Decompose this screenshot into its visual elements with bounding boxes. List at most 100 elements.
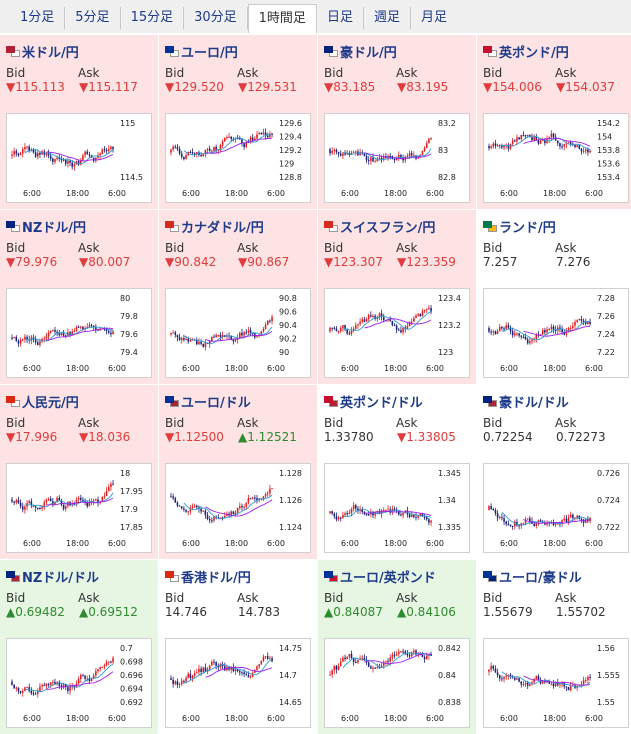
pair-title[interactable]: ランド/円 — [483, 216, 629, 236]
short-ma-line — [183, 658, 273, 684]
candle-body — [421, 150, 424, 155]
pair-card[interactable]: 豪ドル/円 Bid Ask ▼83.185 ▼83.195 83.2 83 82.8 6:00 1… — [318, 35, 476, 209]
pair-name[interactable]: カナダドル/円 — [181, 220, 264, 236]
pair-card[interactable]: NZドル/ドル Bid Ask ▲0.69482 ▲0.69512 0.7 0.698 0.6… — [0, 560, 158, 734]
candlestick-chart[interactable]: 0.7 0.698 0.696 0.694 0.692 6:00 18:00 6:00 — [6, 638, 152, 728]
x-tick-label: 6:00 — [500, 539, 518, 548]
tab-weekly[interactable]: 週足 — [364, 7, 411, 29]
candle-body — [234, 512, 237, 515]
pair-card[interactable]: 香港ドル/円 Bid Ask 14.746 14.783 14.75 14.7 14.65 6:… — [159, 560, 317, 734]
pair-name[interactable]: NZドル/ドル — [22, 570, 100, 586]
pair-name[interactable]: 英ポンド/円 — [499, 45, 569, 61]
candle-body — [492, 509, 495, 511]
pair-name[interactable]: 英ポンド/ドル — [340, 395, 423, 411]
candlestick-chart[interactable]: 14.75 14.7 14.65 6:00 18:00 6:00 — [165, 638, 311, 728]
pair-name[interactable]: スイスフラン/円 — [340, 220, 436, 236]
candle-body — [97, 329, 99, 331]
candle-body — [204, 667, 207, 672]
pair-title[interactable]: 米ドル/円 — [6, 41, 152, 61]
pair-title[interactable]: 英ポンド/ドル — [324, 391, 470, 411]
pair-title[interactable]: NZドル/円 — [6, 216, 152, 236]
pair-name[interactable]: 米ドル/円 — [22, 45, 79, 61]
tab-15min[interactable]: 15分足 — [121, 7, 185, 29]
currency-flag-icon — [324, 395, 338, 407]
pair-title[interactable]: NZドル/ドル — [6, 566, 152, 586]
tab-monthly[interactable]: 月足 — [420, 10, 447, 25]
pair-title[interactable]: ユーロ/ドル — [165, 391, 311, 411]
pair-card[interactable]: 豪ドル/ドル Bid Ask 0.72254 0.72273 0.726 0.724 0.72… — [477, 385, 631, 559]
pair-title[interactable]: 人民元/円 — [6, 391, 152, 411]
pair-name[interactable]: ユーロ/英ポンド — [340, 570, 436, 586]
candle-body — [234, 669, 237, 672]
pair-card[interactable]: 英ポンド/円 Bid Ask ▼154.006 ▼154.037 154.2 154 153.… — [477, 35, 631, 209]
pair-card[interactable]: スイスフラン/円 Bid Ask ▼123.307 ▼123.359 123.4 123.2… — [318, 210, 476, 384]
pair-card[interactable]: 米ドル/円 Bid Ask ▼115.113 ▼115.117 115 114.5 6:00 1… — [0, 35, 158, 209]
pair-card[interactable]: NZドル/円 Bid Ask ▼79.976 ▼80.007 80 79.8 79.6 79.4… — [0, 210, 158, 384]
candle-body — [54, 329, 56, 332]
pair-title[interactable]: ユーロ/英ポンド — [324, 566, 470, 586]
candle-body — [60, 159, 63, 161]
x-tick-label: 18:00 — [225, 364, 248, 373]
candlestick-chart[interactable]: 18 17.95 17.9 17.85 6:00 18:00 6:00 — [6, 463, 152, 553]
pair-title[interactable]: ユーロ/豪ドル — [483, 566, 629, 586]
candle-body — [39, 686, 41, 691]
tab-1hour[interactable]: 1時間足 — [247, 4, 317, 33]
pair-title[interactable]: 豪ドル/円 — [324, 41, 470, 61]
candle-body — [430, 520, 432, 523]
candle-body — [584, 149, 587, 151]
candlestick-chart[interactable]: 1.56 1.555 1.55 6:00 18:00 6:00 — [483, 638, 629, 728]
candle-body — [185, 509, 187, 512]
pair-card[interactable]: 英ポンド/ドル Bid Ask 1.33780 ▼1.33805 1.345 1.34 1.3… — [318, 385, 476, 559]
candlestick-chart[interactable]: 0.842 0.84 0.838 6:00 18:00 6:00 — [324, 638, 470, 728]
tab-daily[interactable]: 日足 — [317, 7, 364, 29]
tab-30min[interactable]: 30分足 — [184, 7, 248, 29]
pair-title[interactable]: カナダドル/円 — [165, 216, 311, 236]
pair-title[interactable]: 香港ドル/円 — [165, 566, 311, 586]
pair-name[interactable]: 豪ドル/ドル — [499, 395, 569, 411]
candlestick-chart[interactable]: 115 114.5 6:00 18:00 6:00 — [6, 113, 152, 203]
candlestick-chart[interactable]: 0.726 0.724 0.722 6:00 18:00 6:00 — [483, 463, 629, 553]
pair-card[interactable]: カナダドル/円 Bid Ask ▼90.842 ▼90.867 90.8 90.6 90.4 9… — [159, 210, 317, 384]
candlestick-chart[interactable]: 1.345 1.34 1.335 6:00 18:00 6:00 — [324, 463, 470, 553]
candlestick-chart[interactable]: 80 79.8 79.6 79.4 6:00 18:00 6:00 — [6, 288, 152, 378]
pair-title[interactable]: スイスフラン/円 — [324, 216, 470, 236]
pair-name[interactable]: ユーロ/円 — [181, 45, 238, 61]
pair-card[interactable]: ユーロ/ドル Bid Ask ▼1.12500 ▲1.12521 1.128 1.126 1.… — [159, 385, 317, 559]
pair-name[interactable]: ユーロ/ドル — [181, 395, 251, 411]
candlestick-chart[interactable]: 154.2 154 153.8 153.6 153.4 6:00 18:00 6:00 — [483, 113, 629, 203]
candle-body — [80, 326, 82, 328]
pair-name[interactable]: 豪ドル/円 — [340, 45, 397, 61]
pair-name[interactable]: ユーロ/豪ドル — [499, 570, 582, 586]
tab-1min[interactable]: 1分足 — [10, 7, 66, 29]
candle-body — [251, 332, 254, 334]
candlestick-chart[interactable]: 83.2 83 82.8 6:00 18:00 6:00 — [324, 113, 470, 203]
pair-card[interactable]: ユーロ/豪ドル Bid Ask 1.55679 1.55702 1.56 1.555 1.55… — [477, 560, 631, 734]
y-tick-label: 0.838 — [438, 698, 461, 707]
candle-body — [208, 341, 211, 344]
pair-card[interactable]: 人民元/円 Bid Ask ▼17.996 ▼18.036 18 17.95 17.9 17.8… — [0, 385, 158, 559]
pair-card[interactable]: ランド/円 Bid Ask 7.257 7.276 7.28 7.26 7.24 7.22 6:0… — [477, 210, 631, 384]
ask-label: Ask — [78, 416, 100, 430]
tab-5min[interactable]: 5分足 — [65, 7, 121, 29]
candlestick-chart[interactable]: 90.8 90.6 90.4 90.2 90 6:00 18:00 6:00 — [165, 288, 311, 378]
candlestick-chart[interactable]: 7.28 7.26 7.24 7.22 6:00 18:00 6:00 — [483, 288, 629, 378]
pair-name[interactable]: 香港ドル/円 — [181, 570, 251, 586]
pair-card[interactable]: ユーロ/円 Bid Ask ▼129.520 ▼129.531 129.6 129.4 129… — [159, 35, 317, 209]
candle-body — [34, 506, 37, 508]
candle-body — [41, 506, 43, 509]
candle-body — [526, 682, 529, 686]
candle-body — [13, 501, 15, 503]
candle-body — [200, 154, 202, 157]
pair-title[interactable]: 豪ドル/ドル — [483, 391, 629, 411]
candlestick-chart[interactable]: 129.6 129.4 129.2 129 128.8 6:00 18:00 6:00 — [165, 113, 311, 203]
candle-body — [544, 330, 546, 333]
pair-name[interactable]: ランド/円 — [499, 220, 556, 236]
candle-body — [202, 510, 205, 512]
candlestick-chart[interactable]: 123.4 123.2 123 6:00 18:00 6:00 — [324, 288, 470, 378]
pair-title[interactable]: ユーロ/円 — [165, 41, 311, 61]
pair-title[interactable]: 英ポンド/円 — [483, 41, 629, 61]
pair-name[interactable]: NZドル/円 — [22, 220, 87, 236]
candlestick-chart[interactable]: 1.128 1.126 1.124 6:00 18:00 6:00 — [165, 463, 311, 553]
pair-card[interactable]: ユーロ/英ポンド Bid Ask ▲0.84087 ▲0.84106 0.842 0.84 0… — [318, 560, 476, 734]
pair-name[interactable]: 人民元/円 — [22, 395, 79, 411]
